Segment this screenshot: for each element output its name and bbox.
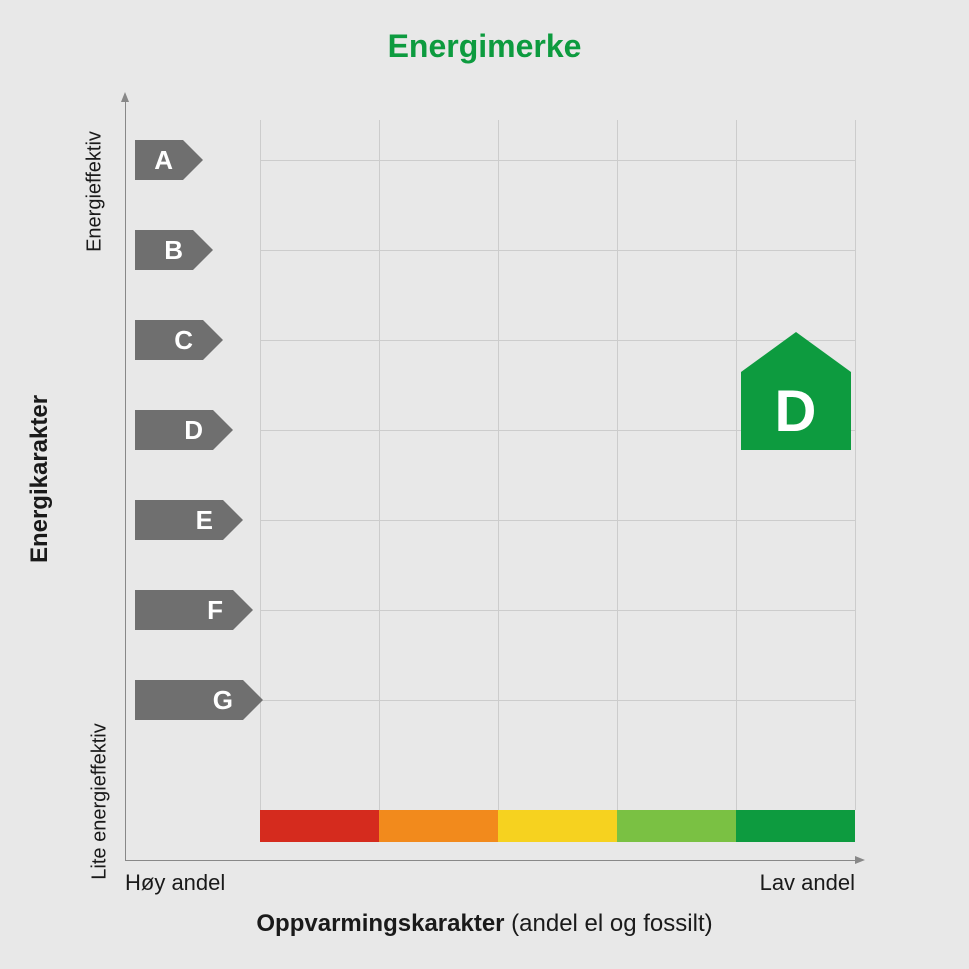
grade-arrow-b: B <box>135 230 213 270</box>
x-axis-right-sublabel: Lav andel <box>760 870 855 896</box>
grade-arrow-g: G <box>135 680 263 720</box>
grade-arrow-a: A <box>135 140 203 180</box>
grid-line-horizontal <box>260 700 855 701</box>
grid-line-horizontal <box>260 160 855 161</box>
color-scale-segment <box>617 810 736 842</box>
grid-line-vertical <box>617 120 618 810</box>
grade-arrow-f: F <box>135 590 253 630</box>
grid-line-vertical <box>379 120 380 810</box>
x-axis-arrow <box>855 856 865 864</box>
color-scale-segment <box>736 810 855 842</box>
grid-line-vertical <box>498 120 499 810</box>
chart-area: A B C D E F G D <box>125 100 855 860</box>
x-axis-left-sublabel: Høy andel <box>125 870 225 896</box>
grade-arrow-d: D <box>135 410 233 450</box>
y-axis-bottom-sublabel: Lite energieffektiv <box>89 692 112 912</box>
color-scale-segment <box>260 810 379 842</box>
y-axis-top-sublabel: Energieffektiv <box>84 112 107 272</box>
color-scale-segment <box>498 810 617 842</box>
x-axis-label: Oppvarmingskarakter (andel el og fossilt… <box>0 910 969 938</box>
house-roof-icon <box>741 332 851 372</box>
grid-line-vertical <box>736 120 737 810</box>
color-scale-segment <box>379 810 498 842</box>
grid-line-horizontal <box>260 520 855 521</box>
grade-arrow-c: C <box>135 320 223 360</box>
grade-arrow-e: E <box>135 500 243 540</box>
grid-line-horizontal <box>260 610 855 611</box>
grid-line-vertical <box>855 120 856 810</box>
house-body: D <box>741 372 851 450</box>
rating-house-marker: D <box>741 332 851 450</box>
x-axis-line <box>125 860 855 861</box>
y-axis-line <box>125 100 126 860</box>
y-axis-arrow <box>121 92 129 102</box>
y-axis-label: Energikarakter <box>26 379 54 579</box>
chart-title: Energimerke <box>0 28 969 65</box>
grid-line-horizontal <box>260 250 855 251</box>
